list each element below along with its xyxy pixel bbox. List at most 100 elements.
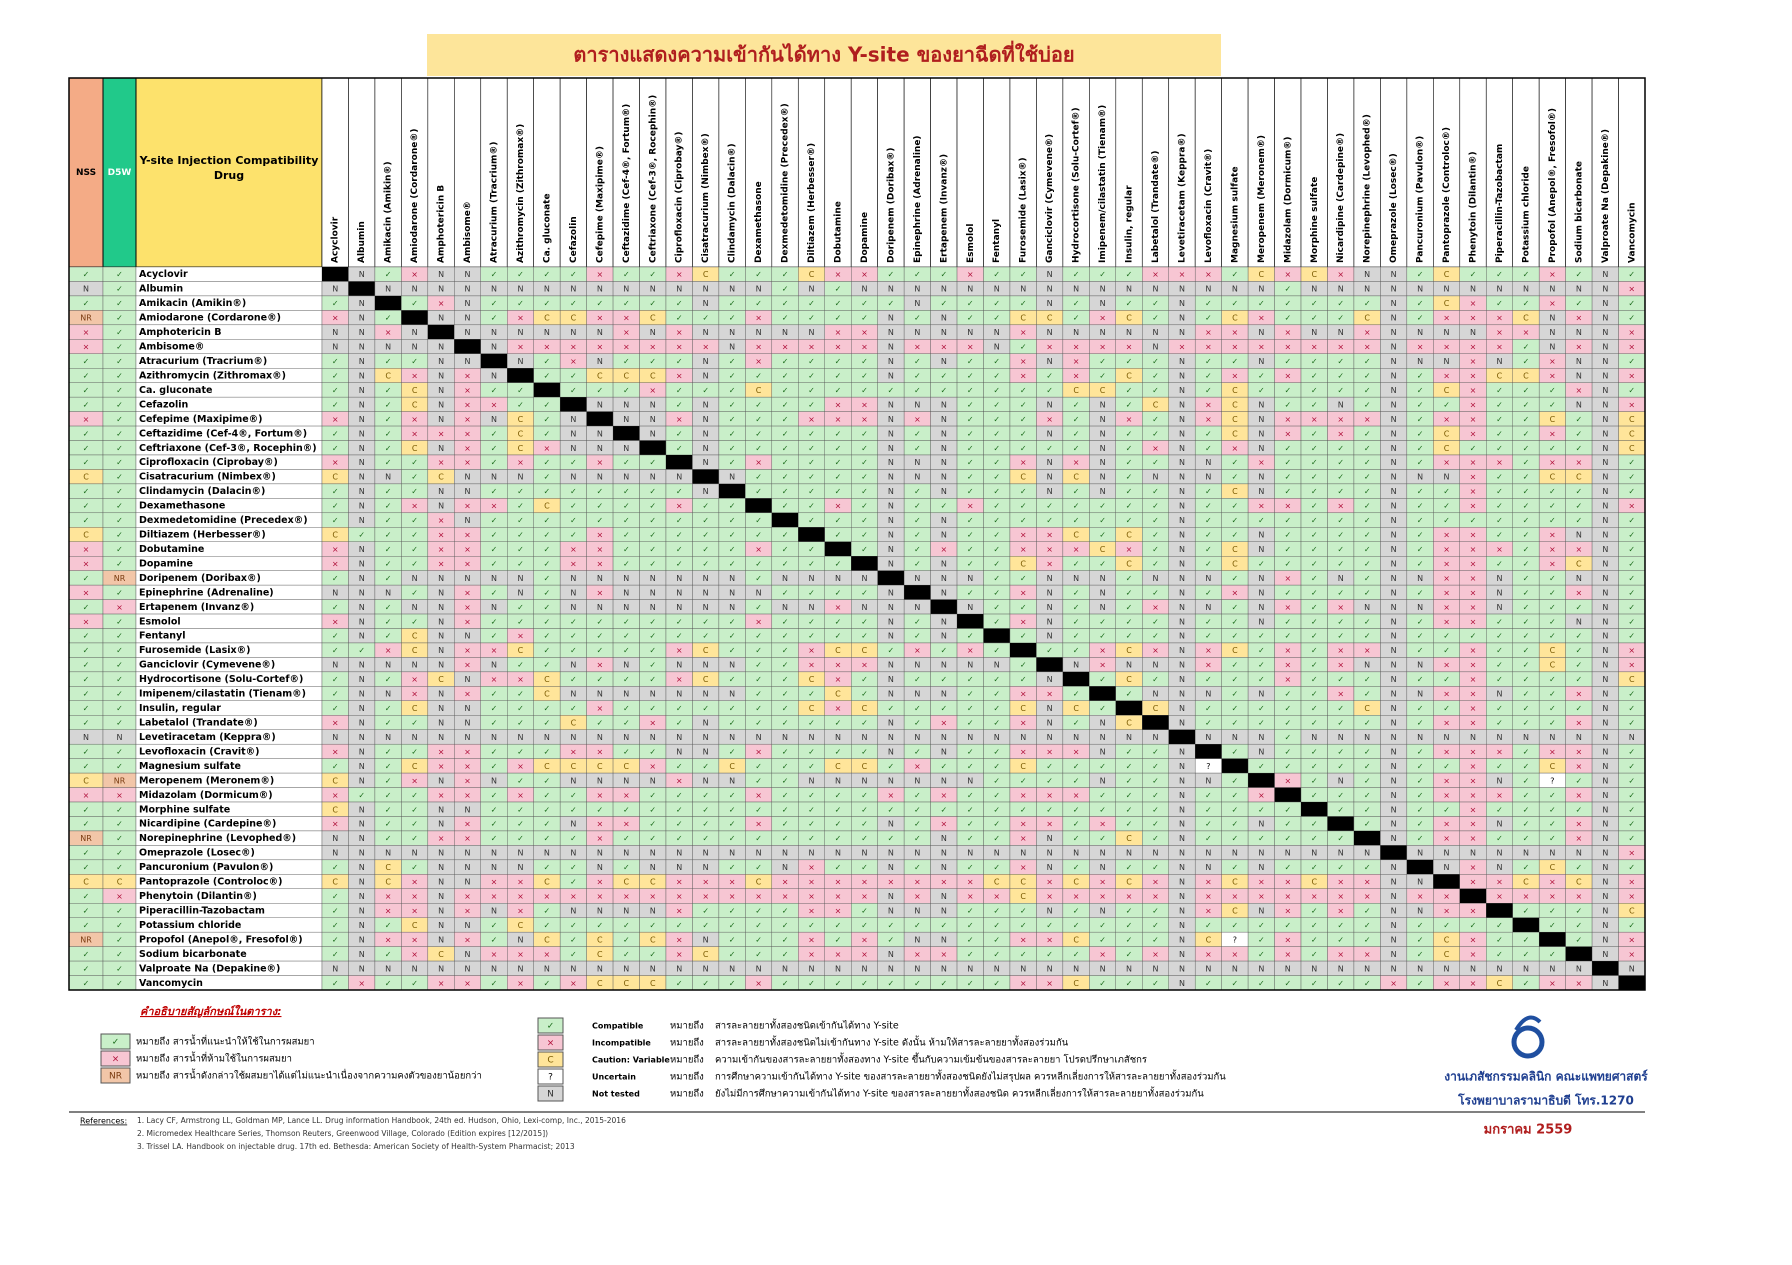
compat-cell-text: ✓ <box>1152 458 1159 467</box>
compat-cell-text: × <box>835 343 842 352</box>
compat-cell-text: ✓ <box>1152 776 1159 785</box>
compat-cell-text: ✓ <box>993 415 1000 424</box>
compat-cell-text: N <box>1179 473 1185 482</box>
compat-cell-text: × <box>411 415 418 424</box>
nss-header-text: NSS <box>76 168 96 178</box>
diagonal-cell <box>480 353 508 369</box>
compat-cell-text: N <box>941 906 947 915</box>
compat-cell-text: ✓ <box>1337 487 1344 496</box>
compat-cell-text: N <box>1496 603 1502 612</box>
compat-cell-text: N <box>1258 588 1264 597</box>
compat-cell-text: ✓ <box>517 834 524 843</box>
diagonal-cell <box>1301 802 1328 817</box>
compat-cell-text: × <box>411 270 418 279</box>
compat-cell-text: × <box>1549 357 1556 366</box>
compat-cell-text: N <box>1205 733 1211 742</box>
compat-cell-text: ✓ <box>1417 646 1424 655</box>
compat-cell-text: ✓ <box>835 357 842 366</box>
compat-cell-text: ✓ <box>729 820 736 829</box>
compat-cell-text: N <box>703 487 709 496</box>
nss-cell-text: × <box>83 791 90 800</box>
compat-cell-text: N <box>703 285 709 294</box>
compat-cell-text: ✓ <box>808 299 815 308</box>
compat-cell-text: N <box>1417 906 1423 915</box>
compat-cell-text: ✓ <box>1496 921 1503 930</box>
compat-cell-text: ✓ <box>1628 617 1635 626</box>
compat-cell-text: ✓ <box>835 299 842 308</box>
compat-cell-text: × <box>570 545 577 554</box>
compat-cell-text: ✓ <box>835 588 842 597</box>
compat-cell-text: N <box>544 733 550 742</box>
compat-cell-text: C <box>650 878 656 887</box>
compat-cell-text: ✓ <box>1337 704 1344 713</box>
compat-cell-text: × <box>1470 718 1477 727</box>
compat-cell-text: ✓ <box>1311 921 1318 930</box>
compat-cell-text: ✓ <box>544 588 551 597</box>
compat-cell-text: N <box>438 776 444 785</box>
compat-cell-text: ✓ <box>649 661 656 670</box>
compat-cell-text: ✓ <box>967 516 974 525</box>
compat-cell-text: × <box>623 314 630 323</box>
compat-cell-text: C <box>1550 415 1556 424</box>
compat-cell-text: N <box>1391 299 1397 308</box>
compat-cell-text: ✓ <box>1575 906 1582 915</box>
compat-cell-text: C <box>412 444 418 453</box>
compat-cell-text: × <box>332 747 339 756</box>
column-header-text: Propofol (Anepol®, Fresofol®) <box>1548 108 1558 263</box>
compat-cell-text: ✓ <box>914 531 921 540</box>
compat-cell-text: × <box>1443 834 1450 843</box>
compat-cell-text: ✓ <box>1417 444 1424 453</box>
compat-cell-text: ✓ <box>1232 632 1239 641</box>
compat-cell-text: ✓ <box>702 531 709 540</box>
compat-cell-text: C <box>412 386 418 395</box>
compat-cell-text: × <box>1628 400 1635 409</box>
compat-cell-text: × <box>544 892 551 901</box>
compat-cell-text: ✓ <box>649 545 656 554</box>
compat-cell-text: ✓ <box>1311 487 1318 496</box>
compat-cell-text: N <box>1126 328 1132 337</box>
compat-cell-text: N <box>1179 834 1185 843</box>
compat-cell-text: N <box>570 588 576 597</box>
compat-cell-text: ✓ <box>914 863 921 872</box>
compat-cell-text: N <box>1179 820 1185 829</box>
compat-cell-text: × <box>676 415 683 424</box>
compat-cell-text: N <box>1576 328 1582 337</box>
compat-cell-text: N <box>623 473 629 482</box>
compat-cell-text: × <box>1470 371 1477 380</box>
nss-cell-text: ✓ <box>83 487 90 496</box>
compat-cell-text: ✓ <box>596 675 603 684</box>
compat-cell-text: ✓ <box>1496 675 1503 684</box>
compat-cell-text: C <box>412 646 418 655</box>
compat-cell-text: ✓ <box>1523 415 1530 424</box>
compat-cell-text: N <box>941 559 947 568</box>
compat-cell-text: N <box>676 661 682 670</box>
compat-cell-text: ✓ <box>411 718 418 727</box>
compat-cell-text: × <box>1470 805 1477 814</box>
compat-cell-text: ✓ <box>861 487 868 496</box>
compat-cell-text: ✓ <box>755 776 762 785</box>
compat-cell-text: × <box>755 617 762 626</box>
compat-cell-text: N <box>1602 574 1608 583</box>
compat-cell-text: ✓ <box>1126 357 1133 366</box>
compat-cell-text: × <box>1470 415 1477 424</box>
compat-cell-text: N <box>385 473 391 482</box>
compat-cell-text: N <box>914 661 920 670</box>
compat-cell-text: ✓ <box>835 747 842 756</box>
compat-cell-text: ✓ <box>385 805 392 814</box>
compat-cell-text: ✓ <box>835 559 842 568</box>
compat-cell-text: N <box>359 820 365 829</box>
compat-cell-text: ✓ <box>1470 632 1477 641</box>
compat-cell-text: × <box>1496 878 1503 887</box>
compat-cell-text: ✓ <box>1020 603 1027 612</box>
compat-cell-text: ✓ <box>1628 704 1635 713</box>
compat-cell-text: ✓ <box>1523 400 1530 409</box>
compat-cell-text: C <box>544 675 550 684</box>
compat-cell-text: C <box>650 314 656 323</box>
compat-cell-text: × <box>861 661 868 670</box>
compat-cell-text: × <box>1232 444 1239 453</box>
compat-cell-text: ✓ <box>1073 834 1080 843</box>
compat-cell-text: N <box>676 285 682 294</box>
compat-cell-text: C <box>1523 371 1529 380</box>
compat-cell-text: ✓ <box>623 559 630 568</box>
compat-cell-text: ✓ <box>755 487 762 496</box>
